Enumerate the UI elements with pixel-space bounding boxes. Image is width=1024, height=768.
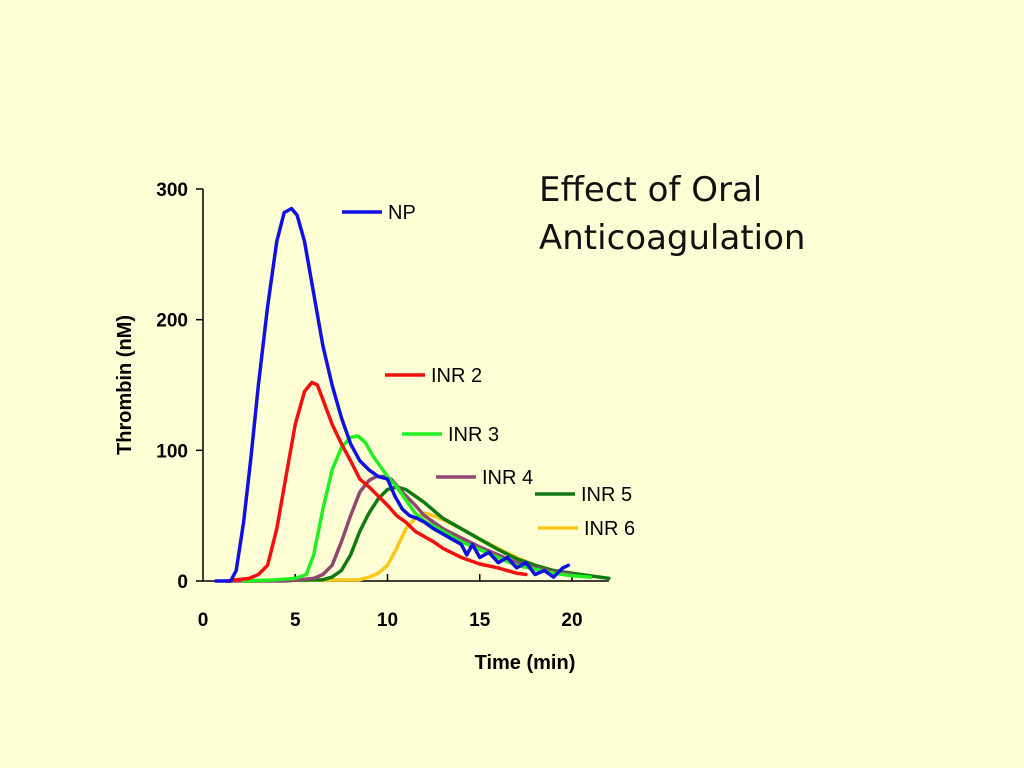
series-line-np [214, 206, 571, 583]
x-tick-label: 15 [469, 610, 491, 631]
axes: 0 100 200 300 0 5 10 15 20 [156, 180, 609, 631]
y-tick-label: 100 [156, 441, 188, 462]
legend-label: NP [388, 202, 416, 224]
slide-title-line-2: Anticoagulation [539, 218, 806, 258]
y-axis-title: Thrombin (nM) [114, 315, 136, 455]
legend-item-np: NP [342, 202, 416, 224]
y-tick-label: 200 [156, 311, 188, 332]
legend: NP INR 2 INR 3 INR 4 INR 5 INR 6 [342, 202, 635, 540]
x-tick-label: 20 [561, 610, 582, 631]
legend-label: INR 4 [482, 467, 533, 489]
x-tick-label: 10 [377, 610, 398, 631]
x-tick-label: 5 [290, 610, 301, 631]
x-tick-label: 0 [198, 610, 209, 631]
legend-label: INR 6 [584, 518, 635, 540]
legend-item-inr-3: INR 3 [402, 424, 499, 446]
x-axis-title: Time (min) [475, 652, 576, 674]
y-tick-label: 0 [177, 572, 188, 593]
series-line-inr-5 [241, 485, 611, 583]
slide-title-line-1: Effect of Oral [539, 170, 763, 210]
legend-label: INR 5 [581, 484, 632, 506]
legend-item-inr-6: INR 6 [538, 518, 635, 540]
series-line-inr-2 [225, 380, 528, 583]
legend-label: INR 3 [448, 424, 499, 446]
legend-item-inr-5: INR 5 [535, 484, 632, 506]
series-layer [214, 206, 611, 583]
legend-item-inr-4: INR 4 [436, 467, 533, 489]
legend-item-inr-2: INR 2 [385, 365, 482, 387]
legend-label: INR 2 [431, 365, 482, 387]
slide-title: Effect of Oral Anticoagulation [539, 166, 805, 262]
y-tick-label: 300 [156, 180, 188, 201]
